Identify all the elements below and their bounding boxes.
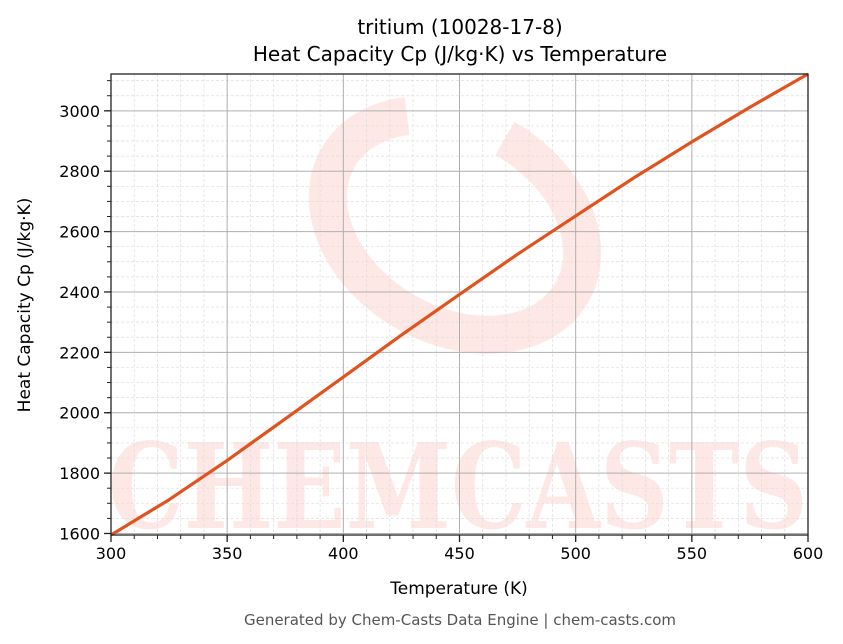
x-tick-label: 500 [560,544,591,563]
y-tick-label: 3000 [59,102,100,121]
y-tick-label: 2800 [59,162,100,181]
x-tick-label: 600 [793,544,824,563]
chart-title: tritium (10028-17-8) [357,15,562,39]
cp-series-line [110,72,809,537]
chart-subtitle: Heat Capacity Cp (J/kg·K) vs Temperature [253,42,667,66]
footer-credit: Generated by Chem-Casts Data Engine | ch… [244,611,676,629]
y-tick-label: 1600 [59,524,100,543]
y-tick-label: 2200 [59,343,100,362]
x-tick-label: 550 [677,544,708,563]
y-axis-label: Heat Capacity Cp (J/kg·K) [15,198,35,413]
watermark: CHEMCASTS [108,96,808,556]
x-tick-label: 350 [212,544,243,563]
x-tick-label: 450 [444,544,475,563]
x-tick-label: 300 [96,544,127,563]
x-tick-label: 400 [328,544,359,563]
y-tick-label: 2600 [59,223,100,242]
x-axis-label: Temperature (K) [389,579,528,599]
y-tick-label: 1800 [59,464,100,483]
y-tick-label: 2400 [59,283,100,302]
y-tick-label: 2000 [59,404,100,423]
watermark-logo-ring [308,96,602,354]
